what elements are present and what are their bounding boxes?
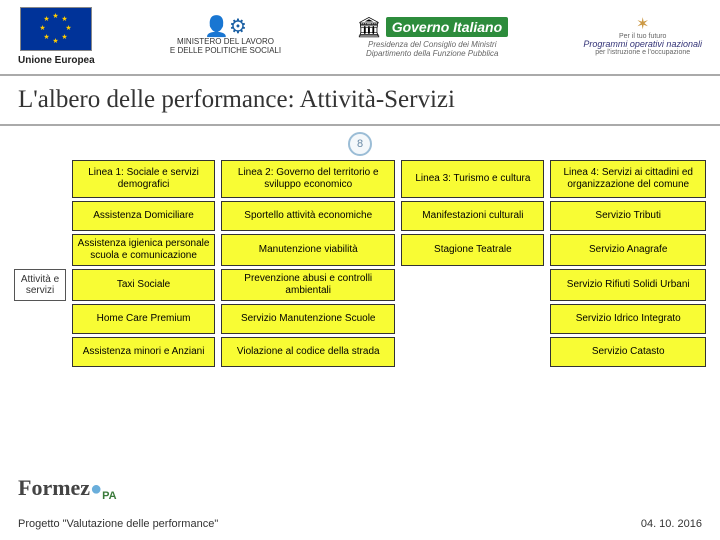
page-number-badge: 8 <box>348 132 372 156</box>
ministero-logo-block: 👤⚙ MINISTERO DEL LAVORO E DELLE POLITICH… <box>170 16 281 56</box>
cell-manutenzione-scuole: Servizio Manutenzione Scuole <box>221 304 395 334</box>
formez-logo: Formez●PA <box>18 475 117 502</box>
italy-emblem-icon: 🏛 <box>356 15 381 40</box>
footer-bar: Progetto "Valutazione delle performance"… <box>0 512 720 540</box>
side-spacer <box>14 337 66 367</box>
formez-dot-icon: ● <box>90 478 102 500</box>
cell-prevenzione-abusi: Prevenzione abusi e controlli ambientali <box>221 269 395 301</box>
eu-logo-block: ★ ★ ★ ★ ★ ★ ★ ★ Unione Europea <box>18 7 95 66</box>
cell-rifiuti-solidi: Servizio Rifiuti Solidi Urbani <box>550 269 706 301</box>
header-logos: ★ ★ ★ ★ ★ ★ ★ ★ Unione Europea 👤⚙ MINIST… <box>0 0 720 70</box>
pon-title: Programmi operativi nazionali <box>583 40 702 49</box>
row-1: Assistenza Domiciliare Sportello attivit… <box>14 201 706 231</box>
side-spacer <box>14 234 66 266</box>
governo-sub2: Dipartimento della Funzione Pubblica <box>366 49 499 58</box>
eu-flag-icon: ★ ★ ★ ★ ★ ★ ★ ★ <box>20 7 92 51</box>
cell-servizio-catasto: Servizio Catasto <box>550 337 706 367</box>
ministero-line2: E DELLE POLITICHE SOCIALI <box>170 47 281 56</box>
header-row: Linea 1: Sociale e servizi demografici L… <box>14 160 706 198</box>
title-row: L'albero delle performance: Attività-Ser… <box>0 74 720 126</box>
cell-manifestazioni-culturali: Manifestazioni culturali <box>401 201 544 231</box>
cell-servizio-tributi: Servizio Tributi <box>550 201 706 231</box>
row-4: Home Care Premium Servizio Manutenzione … <box>14 304 706 334</box>
cell-stagione-teatrale: Stagione Teatrale <box>401 234 544 266</box>
eu-label: Unione Europea <box>18 55 95 66</box>
formez-pa: PA <box>102 490 116 502</box>
badge-row: 8 <box>0 132 720 156</box>
governo-sub1: Presidenza del Consiglio dei Ministri <box>368 40 497 49</box>
formez-word: Formez <box>18 475 90 500</box>
cell-sportello-economiche: Sportello attività economiche <box>221 201 395 231</box>
cell-home-care-premium: Home Care Premium <box>72 304 215 334</box>
cell-taxi-sociale: Taxi Sociale <box>72 269 215 301</box>
ministero-icon: 👤⚙ <box>204 16 247 38</box>
cell-assistenza-minori: Assistenza minori e Anziani <box>72 337 215 367</box>
footer-project: Progetto "Valutazione delle performance" <box>18 518 218 530</box>
cell-assistenza-domiciliare: Assistenza Domiciliare <box>72 201 215 231</box>
pon-icon: ✶ <box>636 17 649 33</box>
row-2: Assistenza igienica personale scuola e c… <box>14 234 706 266</box>
side-spacer <box>14 201 66 231</box>
performance-tree-grid: Linea 1: Sociale e servizi demografici L… <box>0 160 720 367</box>
governo-logo-block: 🏛 Governo Italiano Presidenza del Consig… <box>356 15 508 58</box>
pon-logo-block: ✶ Per il tuo futuro Programmi operativi … <box>583 17 702 56</box>
row-3: Attività e servizi Taxi Sociale Prevenzi… <box>14 269 706 301</box>
pon-sub: per l'istruzione e l'occupazione <box>595 49 690 56</box>
side-spacer <box>14 304 66 334</box>
row-5: Assistenza minori e Anziani Violazione a… <box>14 337 706 367</box>
cell-violazione-codice: Violazione al codice della strada <box>221 337 395 367</box>
cell-idrico-integrato: Servizio Idrico Integrato <box>550 304 706 334</box>
header-linea-4: Linea 4: Servizi ai cittadini ed organiz… <box>550 160 706 198</box>
header-linea-3: Linea 3: Turismo e cultura <box>401 160 544 198</box>
header-linea-2: Linea 2: Governo del territorio e svilup… <box>221 160 395 198</box>
side-label-attivita: Attività e servizi <box>14 269 66 301</box>
cell-assistenza-igienica: Assistenza igienica personale scuola e c… <box>72 234 215 266</box>
cell-manutenzione-viabilita: Manutenzione viabilità <box>221 234 395 266</box>
governo-italiano-label: Governo Italiano <box>386 17 508 37</box>
page-title: L'albero delle performance: Attività-Ser… <box>18 86 702 114</box>
side-spacer <box>14 160 66 198</box>
footer-date: 04. 10. 2016 <box>641 518 702 530</box>
header-linea-1: Linea 1: Sociale e servizi demografici <box>72 160 215 198</box>
cell-servizio-anagrafe: Servizio Anagrafe <box>550 234 706 266</box>
